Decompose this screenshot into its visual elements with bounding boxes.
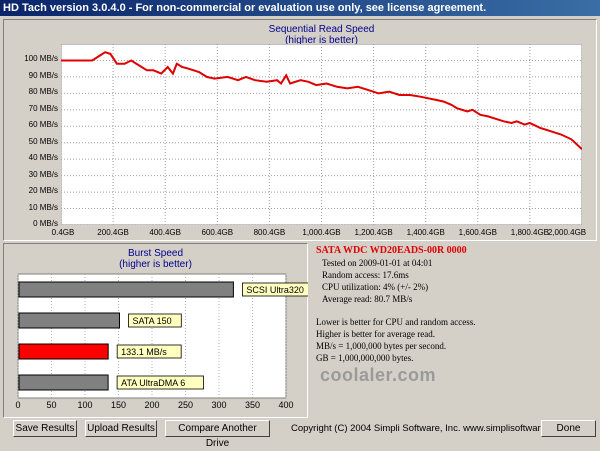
burst-x-tick-label: 50 bbox=[46, 400, 56, 410]
random-access: Random access: 17.6ms bbox=[322, 270, 409, 280]
burst-bar-label-box bbox=[116, 344, 182, 359]
burst-x-tick-label: 200 bbox=[144, 400, 159, 410]
seq-chart-title: Sequential Read Speed bbox=[268, 24, 375, 35]
average-read: Average read: 80.7 MB/s bbox=[322, 294, 413, 304]
burst-chart-title: Burst Speed bbox=[127, 248, 184, 259]
sequential-read-plot bbox=[61, 44, 582, 225]
seq-chart-subtitle: (higher is better) bbox=[285, 35, 358, 46]
x-tick-label: 1,600.4GB bbox=[458, 228, 497, 237]
burst-speed-plot: 0 50 100 150 200 250 300 350 400 SCSI Ultra320 SAT… bbox=[15, 273, 308, 410]
y-tick-label: 90 MB/s bbox=[28, 70, 58, 80]
burst-x-tick-label: 400 bbox=[278, 400, 293, 410]
y-tick-label: 20 MB/s bbox=[28, 186, 58, 196]
burst-bar-label: SCSI Ultra320 bbox=[246, 285, 304, 295]
burst-x-tick-label: 350 bbox=[245, 400, 260, 410]
y-tick-label: 100 MB/s bbox=[24, 54, 58, 64]
compare-drive-button[interactable]: Compare Another Drive bbox=[165, 420, 270, 449]
upload-results-button[interactable]: Upload Results bbox=[85, 420, 157, 437]
burst-bar bbox=[18, 343, 109, 360]
note-mbps-def: MB/s = 1,000,000 bytes per second. bbox=[316, 341, 447, 351]
watermark: coolaler.com bbox=[320, 365, 437, 385]
read-speed-line bbox=[61, 51, 582, 151]
burst-x-tick-label: 250 bbox=[178, 400, 193, 410]
x-tick-label: 1,200.4GB bbox=[354, 228, 393, 237]
burst-x-tick-label: 300 bbox=[211, 400, 226, 410]
burst-bar bbox=[18, 374, 109, 391]
burst-bar bbox=[18, 312, 120, 329]
y-tick-label: 80 MB/s bbox=[28, 87, 58, 97]
copyright-text: Copyright (C) 2004 Simpli Software, Inc.… bbox=[291, 423, 567, 434]
drive-info-panel: SATA WDC WD20EADS-00R 0000 Tested on 200… bbox=[312, 243, 597, 418]
y-tick-label: 30 MB/s bbox=[28, 169, 58, 179]
x-tick-label: 0.4GB bbox=[51, 228, 75, 237]
burst-bar-label-box bbox=[241, 282, 308, 297]
x-tick-label: 200.4GB bbox=[97, 228, 129, 237]
burst-bar-label: SATA 150 bbox=[133, 316, 172, 326]
x-tick-label: 1,400.4GB bbox=[406, 228, 445, 237]
tested-on: Tested on 2009-01-01 at 04:01 bbox=[322, 258, 433, 268]
x-tick-label: 1,800.4GB bbox=[510, 228, 550, 237]
burst-bar-label: ATA UltraDMA 6 bbox=[121, 378, 185, 388]
burst-x-tick-label: 100 bbox=[77, 400, 92, 410]
y-tick-label: 40 MB/s bbox=[28, 153, 58, 163]
note-gb-def: GB = 1,000,000,000 bytes. bbox=[316, 353, 414, 363]
done-button[interactable]: Done bbox=[541, 420, 596, 437]
cpu-utilization: CPU utilization: 4% (+/- 2%) bbox=[322, 282, 429, 292]
note-higher-better: Higher is better for average read. bbox=[316, 329, 435, 339]
x-tick-label: 400.4GB bbox=[149, 228, 181, 237]
window-title: HD Tach version 3.0.4.0 - For non-commer… bbox=[0, 0, 600, 16]
burst-bar-label-box bbox=[128, 313, 182, 328]
y-tick-label: 0 MB/s bbox=[33, 219, 58, 228]
save-results-button[interactable]: Save Results bbox=[13, 420, 77, 437]
burst-chart-subtitle: (higher is better) bbox=[119, 259, 192, 270]
y-tick-label: 10 MB/s bbox=[28, 202, 58, 212]
y-tick-label: 50 MB/s bbox=[28, 136, 58, 146]
x-tick-label: 1,000.4GB bbox=[302, 228, 341, 237]
burst-bar-label: 133.1 MB/s bbox=[121, 347, 167, 357]
x-tick-label: 2,000.4GB bbox=[547, 228, 587, 237]
burst-bar bbox=[18, 281, 234, 298]
x-tick-label: 800.4GB bbox=[253, 228, 286, 237]
burst-x-tick-label: 150 bbox=[111, 400, 126, 410]
burst-x-tick-label: 0 bbox=[15, 400, 20, 410]
y-tick-label: 60 MB/s bbox=[28, 120, 58, 130]
x-tick-label: 600.4GB bbox=[201, 228, 234, 237]
y-tick-label: 70 MB/s bbox=[28, 103, 58, 113]
drive-name: SATA WDC WD20EADS-00R 0000 bbox=[316, 245, 467, 256]
note-lower-better: Lower is better for CPU and random acces… bbox=[316, 317, 476, 327]
burst-bar-label-box bbox=[116, 375, 204, 390]
